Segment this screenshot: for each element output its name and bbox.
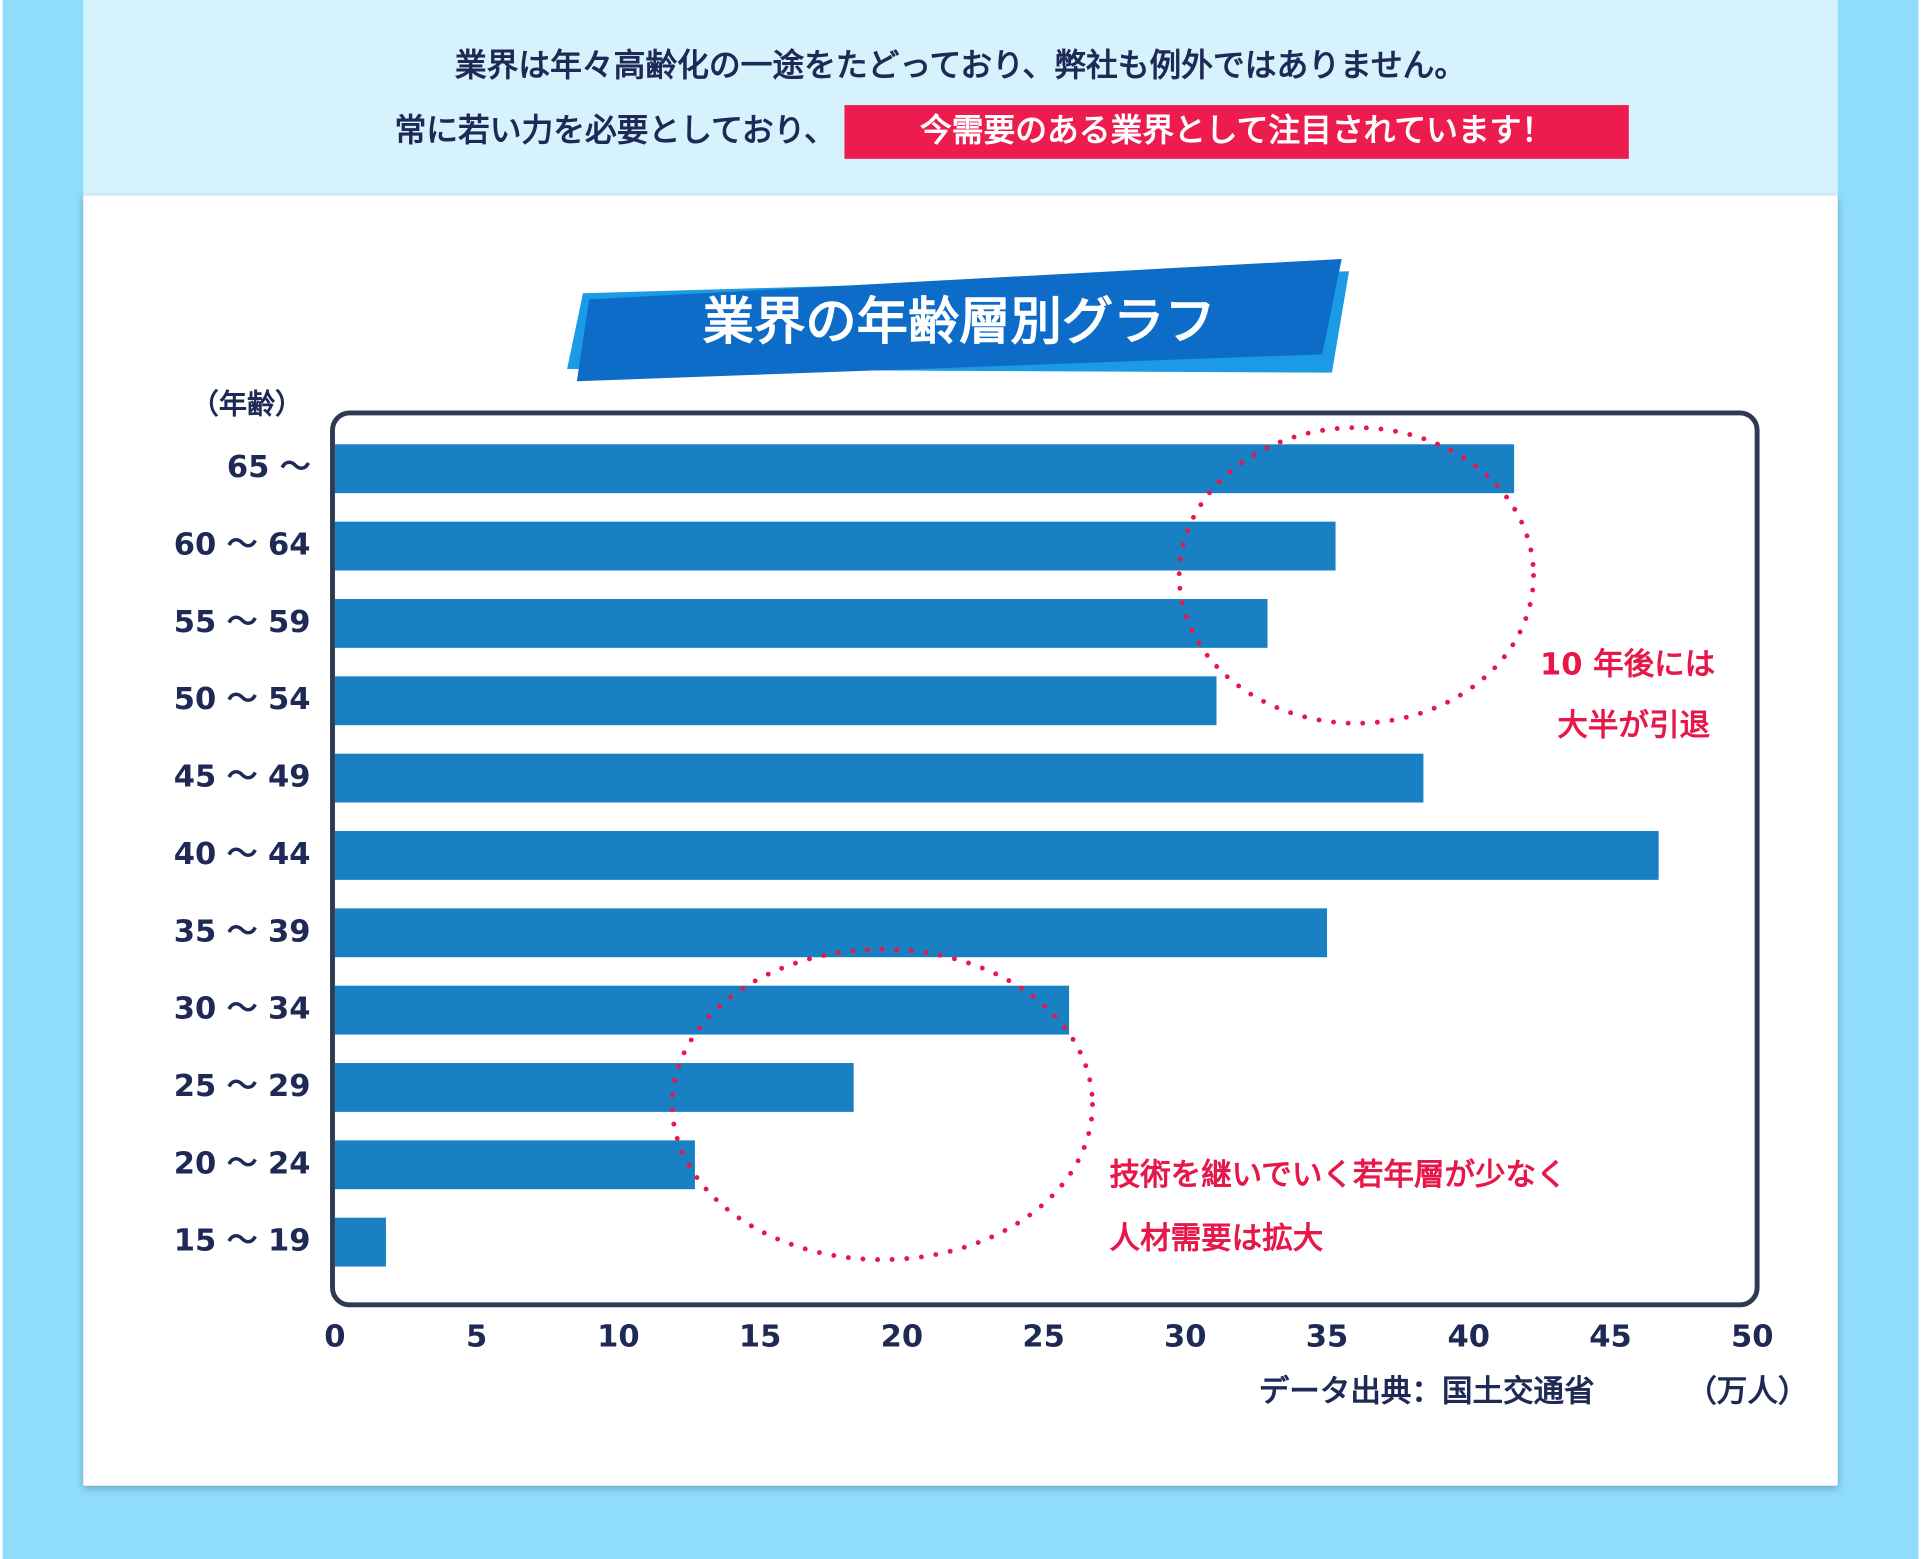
bar xyxy=(334,598,1268,648)
x-tick-label: 40 xyxy=(1448,1319,1491,1354)
y-tick-label: 15 〜 19 xyxy=(174,1224,311,1259)
header-line: 常に若い力を必要としており、 xyxy=(395,113,836,149)
highlight-circle xyxy=(1176,425,1536,726)
x-tick-label: 5 xyxy=(466,1319,487,1354)
x-tick-label: 35 xyxy=(1306,1319,1349,1354)
bar xyxy=(334,444,1515,494)
annotation: 10 年後には xyxy=(1540,647,1715,682)
x-tick-label: 50 xyxy=(1731,1319,1774,1354)
annotation: 人材需要は拡大 xyxy=(1110,1222,1324,1257)
y-tick-label: 40 〜 44 xyxy=(174,837,311,872)
bar xyxy=(334,1140,695,1190)
y-tick-label: 25 〜 29 xyxy=(174,1069,311,1104)
y-tick-label: 60 〜 64 xyxy=(174,528,311,563)
x-tick-label: 30 xyxy=(1164,1319,1207,1354)
x-tick-label: 20 xyxy=(881,1319,924,1354)
header-band xyxy=(83,0,1838,196)
chart-title: 業界の年齢層別グラフ xyxy=(703,292,1216,352)
y-tick-label: 45 〜 49 xyxy=(174,760,311,795)
x-tick-label: 0 xyxy=(324,1319,345,1354)
bar xyxy=(334,676,1217,726)
bar xyxy=(334,521,1336,571)
bar xyxy=(334,830,1659,880)
y-tick-label: 65 〜 xyxy=(227,450,311,485)
bar xyxy=(334,908,1328,958)
x-tick-label: 10 xyxy=(597,1319,640,1354)
bar xyxy=(334,985,1070,1035)
bar xyxy=(334,1217,386,1267)
y-tick-label: 35 〜 39 xyxy=(174,914,311,949)
source: データ出典：国土交通省 xyxy=(1259,1373,1595,1409)
highlight-box xyxy=(844,105,1629,159)
highlight-circle xyxy=(669,946,1095,1263)
x-tick-label: 15 xyxy=(739,1319,781,1354)
title-ribbon xyxy=(576,259,1342,382)
y-tick-label: 30 〜 34 xyxy=(174,992,311,1027)
annotation: 技術を継いでいく若年層が少なく xyxy=(1110,1157,1567,1193)
y-tick-label: 50 〜 54 xyxy=(174,682,311,717)
bar xyxy=(334,753,1424,803)
x-axis-label: （万人） xyxy=(1686,1374,1808,1409)
x-tick-label: 25 xyxy=(1022,1319,1064,1354)
plot-frame xyxy=(330,410,1760,1308)
y-tick-label: 20 〜 24 xyxy=(174,1146,311,1181)
header-highlight: 今需要のある業界として注目されています！ xyxy=(920,112,1553,149)
annotation: 大半が引退 xyxy=(1557,707,1710,743)
y-tick-label: 55 〜 59 xyxy=(174,605,311,640)
y-axis-label: （年齢） xyxy=(191,388,303,421)
bars xyxy=(334,444,1659,1267)
bar xyxy=(334,1063,854,1112)
x-tick-label: 45 xyxy=(1589,1319,1632,1354)
header-line: 業界は年々高齢化の一途をたどっており、弊社も例外ではありません。 xyxy=(455,47,1466,84)
